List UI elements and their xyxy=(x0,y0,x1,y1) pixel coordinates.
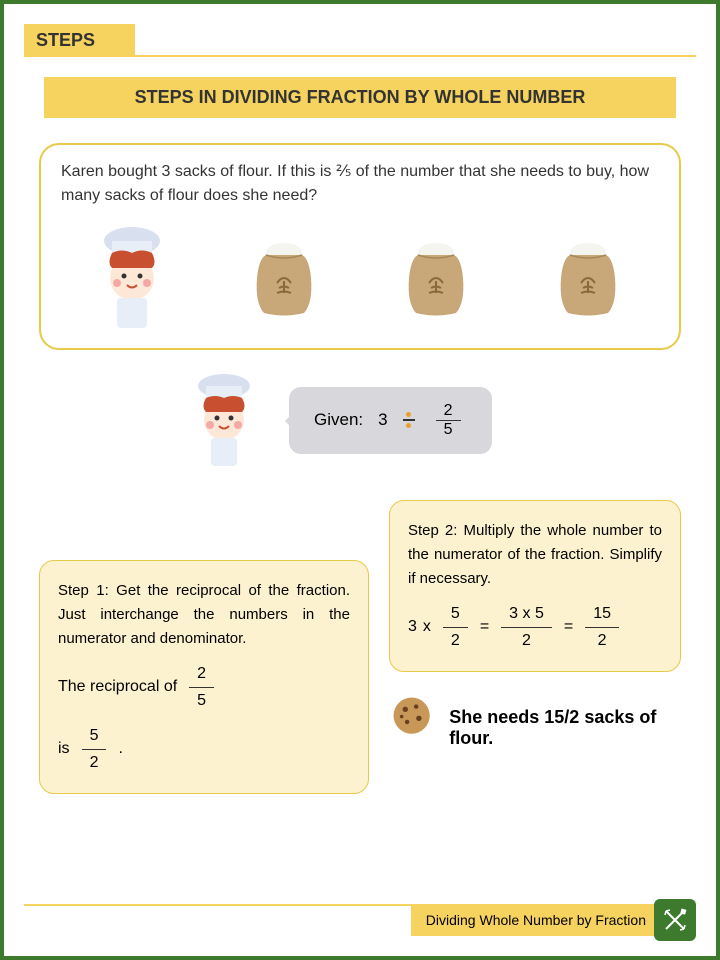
illustration-row xyxy=(61,223,659,333)
chef-icon xyxy=(87,223,177,333)
step2-box: Step 2: Multiply the whole number to the… xyxy=(389,500,681,672)
divide-icon xyxy=(403,412,415,428)
answer-row: She needs 15/2 sacks of flour. xyxy=(389,687,681,749)
footer-badge-icon xyxy=(654,899,696,941)
steps-row: Step 1: Get the reciprocal of the fracti… xyxy=(39,500,681,794)
given-label: Given: xyxy=(314,410,363,430)
step1-box: Step 1: Get the reciprocal of the fracti… xyxy=(39,560,369,794)
flour-sack-icon xyxy=(543,233,633,323)
flour-sack-icon xyxy=(239,233,329,323)
footer: Dividing Whole Number by Fraction xyxy=(24,904,696,936)
given-fraction: 2 5 xyxy=(436,402,461,439)
step1-text: Step 1: Get the reciprocal of the fracti… xyxy=(58,579,350,651)
header-label: STEPS xyxy=(24,24,135,57)
answer-text: She needs 15/2 sacks of flour. xyxy=(449,707,681,749)
problem-text: Karen bought 3 sacks of flour. If this i… xyxy=(61,160,659,208)
step2-text: Step 2: Multiply the whole number to the… xyxy=(408,519,662,591)
frac-reciprocal: 5 2 xyxy=(82,723,107,775)
page-title: STEPS IN DIVIDING FRACTION BY WHOLE NUMB… xyxy=(44,77,676,118)
problem-box: Karen bought 3 sacks of flour. If this i… xyxy=(39,143,681,350)
flour-sack-icon xyxy=(391,233,481,323)
step1-math: The reciprocal of 2 5 xyxy=(58,661,350,713)
right-column: Step 2: Multiply the whole number to the… xyxy=(389,500,681,749)
given-whole: 3 xyxy=(378,410,387,430)
given-row: Given: 3 2 5 xyxy=(39,370,681,470)
step1-math2: is 5 2 . xyxy=(58,723,350,775)
chef-small-icon xyxy=(179,370,269,470)
step2-math: 3 x 52 = 3 x 52 = 152 xyxy=(408,601,662,653)
given-bubble: Given: 3 2 5 xyxy=(289,387,492,454)
frac-original: 2 5 xyxy=(189,661,214,713)
cookie-icon xyxy=(389,693,434,743)
